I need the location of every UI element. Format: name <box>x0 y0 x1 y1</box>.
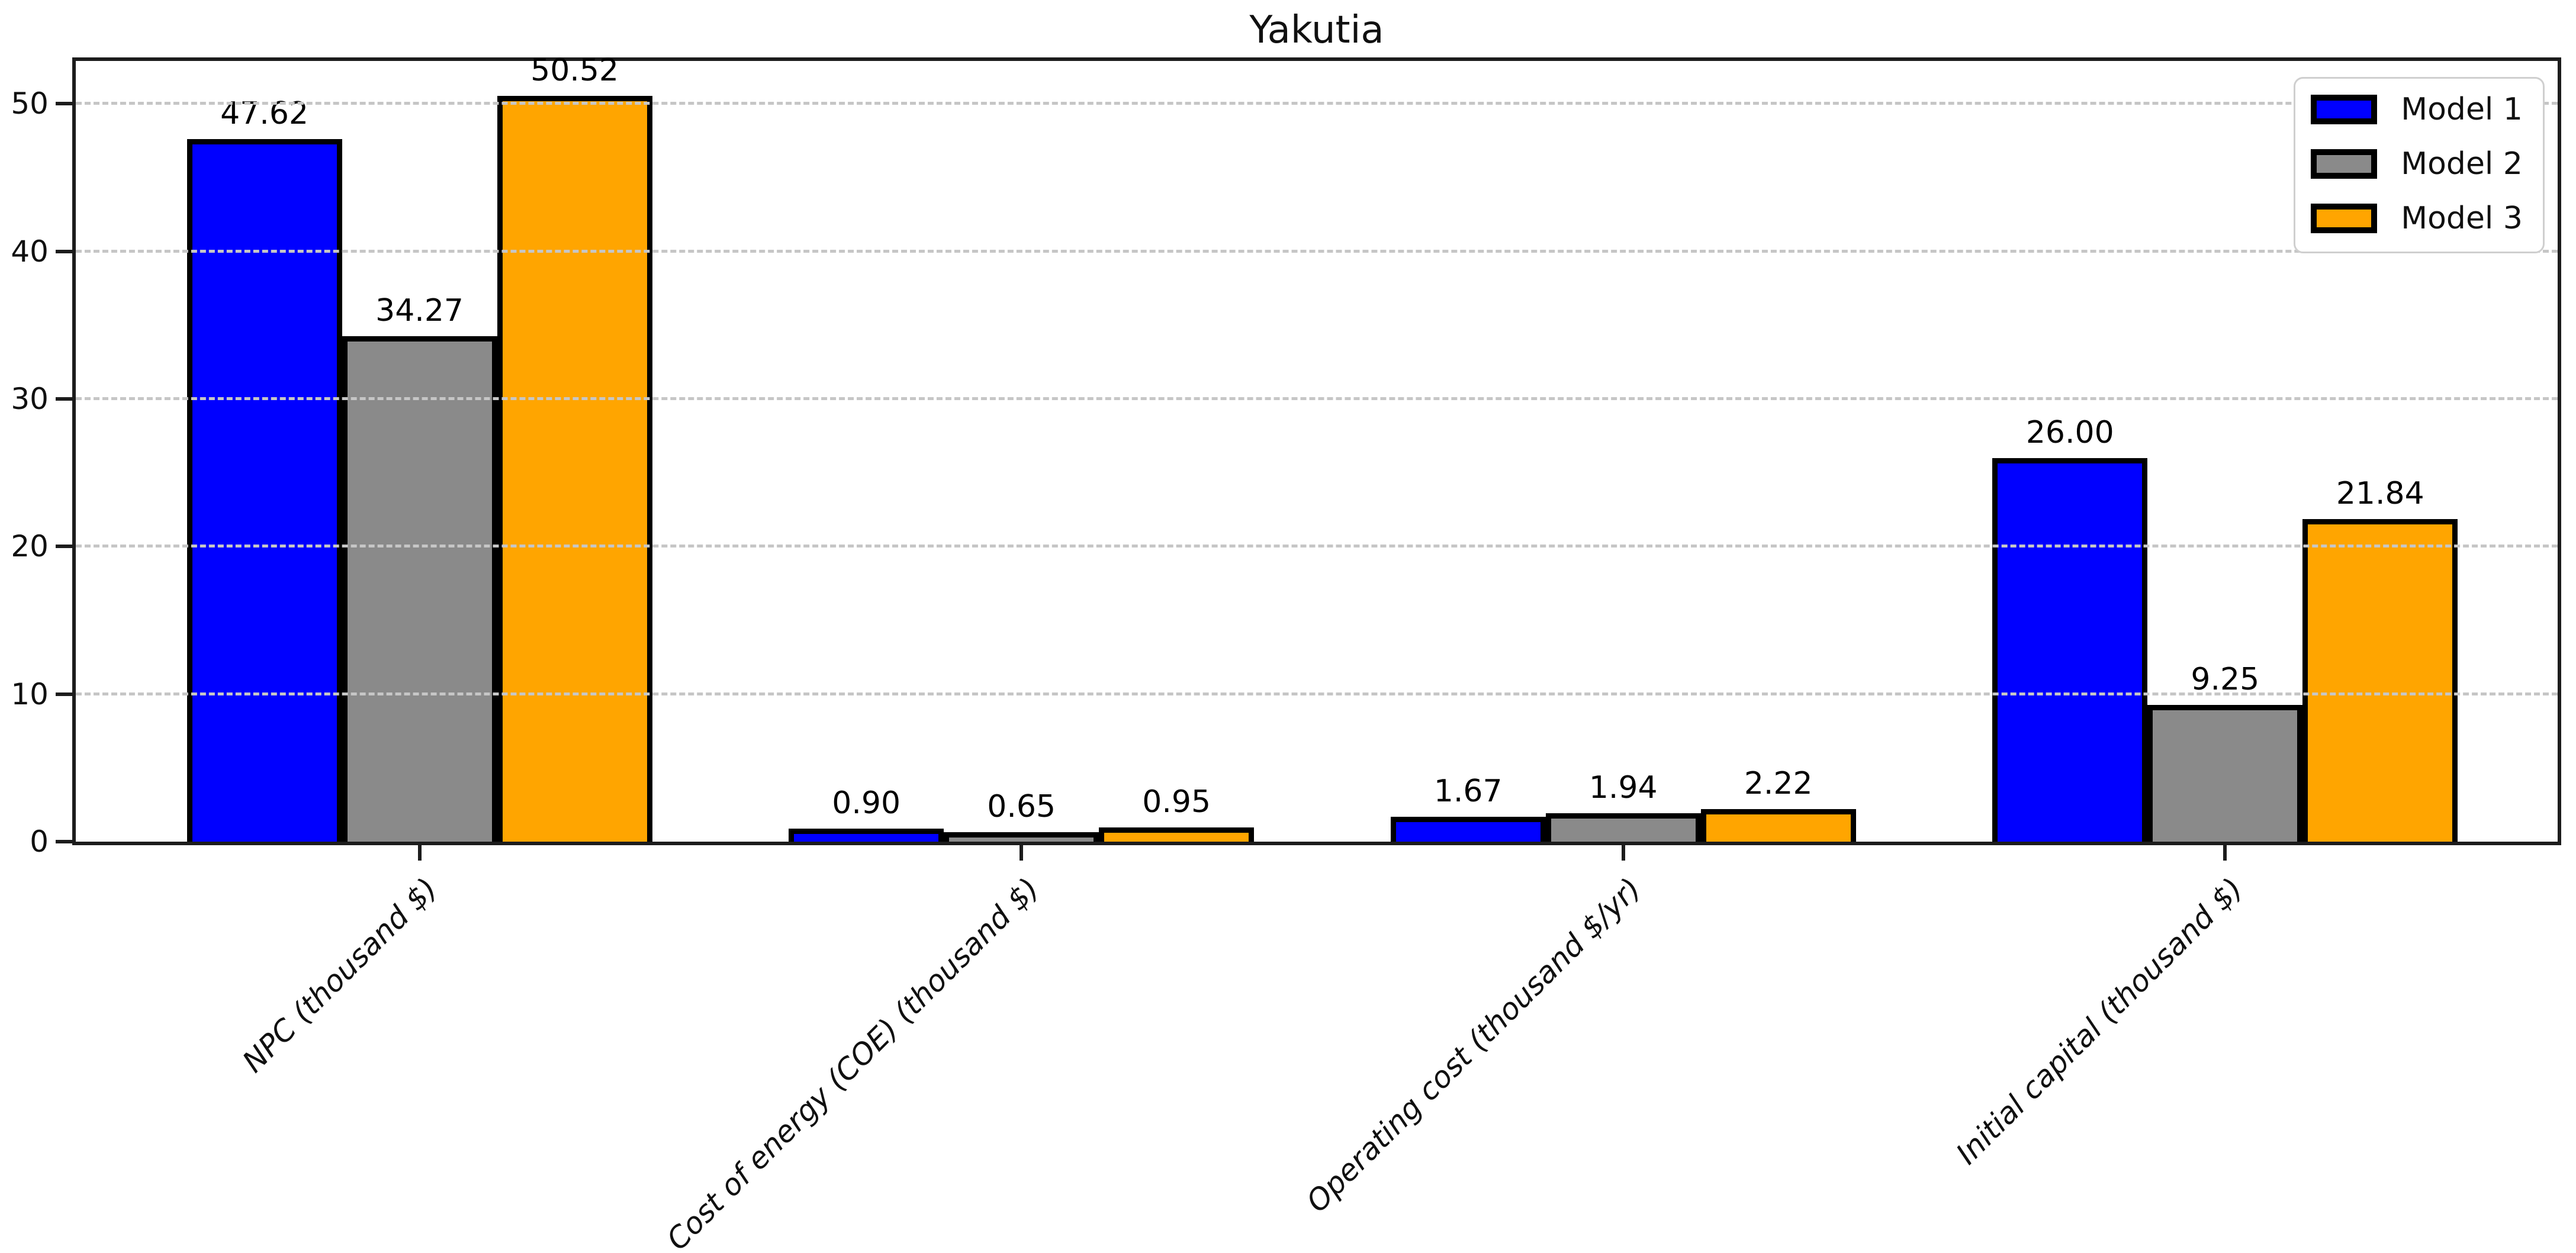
x-category-label: NPC (thousand $) <box>236 871 444 1080</box>
bar-value-label: 34.27 <box>375 292 464 328</box>
x-category-label: Initial capital (thousand $) <box>1949 871 2250 1171</box>
legend: Model 1 Model 2 Model 3 <box>2294 77 2545 253</box>
bar-group: 1.67 1.94 2.22 <box>1390 61 1856 842</box>
gridline <box>76 249 2558 253</box>
legend-label: Model 3 <box>2401 201 2523 236</box>
bar: 0.95 <box>1099 784 1255 842</box>
gridlines-layer <box>76 61 2558 842</box>
y-tick-label: 30 <box>11 382 49 416</box>
gridline <box>76 397 2558 400</box>
legend-label: Model 1 <box>2401 92 2523 127</box>
gridline <box>76 545 2558 548</box>
bar: 0.65 <box>944 789 1099 842</box>
bar-group: 26.00 9.25 21.84 <box>1992 61 2458 842</box>
bar: 0.90 <box>789 785 944 842</box>
plot-area: 47.62 34.27 50.52 0.90 0.65 0.95 1.67 1.94 2.22 2… <box>11 53 2561 1253</box>
y-tick-label: 20 <box>11 529 49 564</box>
y-tick <box>56 840 72 843</box>
x-axis: NPC (thousand $) Cost of energy (COE) (th… <box>76 61 2558 1253</box>
bar-value-label: 0.95 <box>1142 784 1211 820</box>
bar: 9.25 <box>2147 662 2303 842</box>
bar-value-label: 21.84 <box>2336 476 2424 512</box>
y-tick <box>56 545 72 549</box>
x-tick <box>1020 845 1024 861</box>
legend-label: Model 2 <box>2401 146 2523 182</box>
x-category-label: Cost of energy (COE) (thousand $) <box>660 871 1046 1253</box>
x-tick <box>417 845 422 861</box>
gridline <box>76 102 2558 105</box>
legend-item: Model 1 <box>2311 92 2523 127</box>
bar-value-label: 26.00 <box>2025 414 2114 450</box>
legend-item: Model 3 <box>2311 201 2523 236</box>
x-tick <box>1621 845 1625 861</box>
bar-value-label: 1.94 <box>1588 769 1658 806</box>
bar: 2.22 <box>1700 766 1856 842</box>
gridline <box>76 692 2558 695</box>
bar: 1.94 <box>1545 770 1701 842</box>
x-category-label: Operating cost (thousand $/yr) <box>1300 871 1648 1219</box>
bar-group: 0.90 0.65 0.95 <box>789 61 1255 842</box>
bar-value-label: 1.67 <box>1433 774 1503 810</box>
bar-value-label: 9.25 <box>2191 662 2260 698</box>
y-tick-label: 10 <box>11 677 49 711</box>
bar-value-label: 0.90 <box>832 785 901 821</box>
y-tick-label: 0 <box>30 824 49 859</box>
legend-swatch <box>2311 95 2378 124</box>
bar: 34.27 <box>342 293 497 842</box>
y-tick-label: 50 <box>11 86 49 121</box>
y-tick-label: 40 <box>11 234 49 269</box>
chart-title: Yakutia <box>1249 8 1384 52</box>
bar: 26.00 <box>1992 415 2148 842</box>
bar-group: 47.62 34.27 50.52 <box>186 53 652 842</box>
y-tick <box>56 249 72 253</box>
bar: 1.67 <box>1390 774 1546 842</box>
bar: 50.52 <box>497 53 652 842</box>
legend-swatch <box>2311 149 2378 179</box>
y-axis: 0 10 20 30 40 50 <box>11 61 2558 859</box>
y-tick <box>56 102 72 106</box>
legend-item: Model 2 <box>2311 146 2523 182</box>
y-tick <box>56 692 72 696</box>
legend-swatch <box>2311 204 2378 233</box>
bars-layer: 47.62 34.27 50.52 0.90 0.65 0.95 1.67 1.94 2.22 2… <box>76 53 2558 842</box>
bar-value-label: 2.22 <box>1744 765 1813 801</box>
y-tick <box>56 397 72 401</box>
bar: 21.84 <box>2302 476 2458 842</box>
bar-value-label: 47.62 <box>220 95 309 131</box>
bar-value-label: 0.65 <box>987 788 1056 824</box>
bar: 47.62 <box>186 96 342 842</box>
bar-value-label: 50.52 <box>530 53 619 89</box>
x-tick <box>2223 845 2227 861</box>
